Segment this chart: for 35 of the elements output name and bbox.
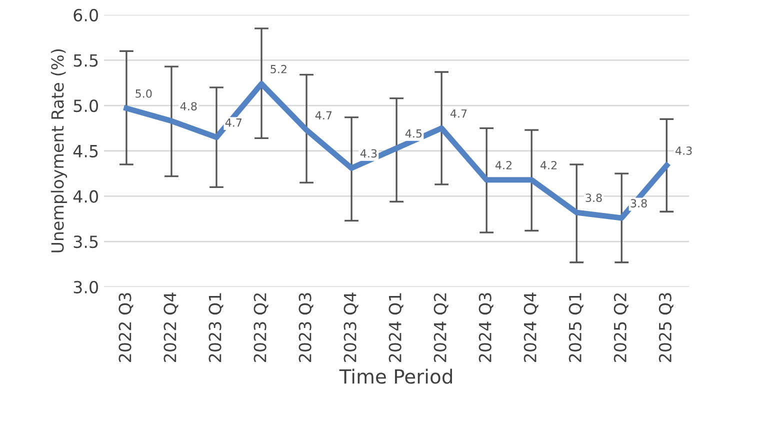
data-label: 4.8	[180, 102, 197, 110]
x-tick-label: 2022 Q3	[118, 293, 134, 362]
x-axis-title: Time Period	[339, 368, 452, 384]
data-label: 5.2	[270, 64, 286, 74]
data-label: 4.5	[405, 129, 422, 138]
data-label: 5.0	[136, 89, 152, 98]
data-label: 4.3	[360, 149, 377, 158]
data-label: 4.2	[540, 161, 556, 170]
x-tick-label: 2023 Q4	[344, 292, 358, 362]
x-tick-label: 2024 Q4	[524, 292, 538, 362]
y-axis-title: Unemployment Rate (%)	[50, 49, 68, 252]
data-label: 4.7	[450, 109, 467, 118]
x-tick-label: 2024 Q1	[388, 293, 404, 362]
data-label: 3.8	[630, 199, 647, 208]
x-tick-label: 2025 Q3	[658, 293, 674, 362]
x-tick-label: 2023 Q1	[208, 293, 224, 362]
data-label: 4.7	[225, 118, 242, 127]
x-tick-label: 2023 Q3	[298, 293, 314, 362]
data-label: 4.3	[676, 146, 692, 155]
y-tick-label: 3.5	[74, 236, 98, 248]
y-tick-label: 6.0	[74, 8, 98, 22]
y-tick-label: 3.0	[74, 280, 98, 294]
y-tick-label: 4.5	[73, 145, 98, 158]
x-tick-label: 2024 Q2	[434, 293, 448, 362]
data-label: 4.7	[315, 111, 332, 120]
y-tick-label: 5.0	[74, 100, 98, 112]
x-tick-label: 2022 Q4	[164, 292, 178, 362]
y-tick-label: 4.0	[73, 190, 98, 203]
x-tick-label: 2023 Q2	[254, 293, 268, 362]
x-tick-label: 2025 Q2	[614, 293, 628, 362]
data-label: 4.2	[495, 161, 512, 170]
y-tick-label: 5.5	[74, 54, 98, 67]
x-tick-label: 2024 Q3	[478, 293, 494, 362]
data-label: 3.8	[586, 194, 602, 202]
x-tick-label: 2025 Q1	[568, 293, 584, 362]
